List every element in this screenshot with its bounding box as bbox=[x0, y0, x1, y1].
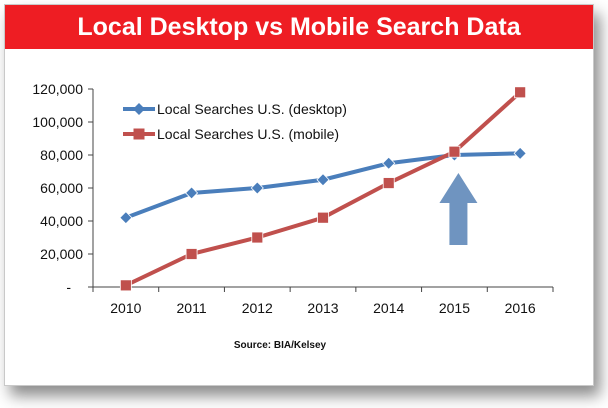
legend-marker-square bbox=[133, 128, 145, 140]
legend-label: Local Searches U.S. (mobile) bbox=[157, 126, 339, 142]
y-tick-label: 40,000 bbox=[40, 213, 83, 229]
y-tick-label: 20,000 bbox=[40, 246, 83, 262]
chart-title: Local Desktop vs Mobile Search Data bbox=[5, 5, 593, 49]
data-point-square bbox=[185, 248, 198, 260]
data-point-diamond bbox=[382, 156, 396, 170]
data-point-square bbox=[119, 279, 132, 292]
legend: Local Searches U.S. (desktop) Local Searc… bbox=[123, 101, 347, 142]
axes: - 20,000 40,000 60,000 80,000 100,000 120,000 2… bbox=[32, 81, 554, 316]
y-tick-label: 120,000 bbox=[32, 81, 83, 97]
y-tick-label: 100,000 bbox=[32, 114, 83, 130]
arrow-layer bbox=[439, 173, 478, 245]
data-point-diamond bbox=[250, 181, 264, 195]
x-tick-label: 2010 bbox=[110, 300, 141, 316]
y-tick-label: 60,000 bbox=[40, 180, 83, 196]
data-point-diamond bbox=[185, 186, 199, 200]
y-tick-label: 80,000 bbox=[40, 147, 83, 163]
data-point-square bbox=[251, 231, 264, 244]
source-label: Source: BIA/Kelsey bbox=[234, 340, 327, 351]
x-tick-label: 2016 bbox=[505, 300, 536, 316]
series-layer bbox=[119, 86, 527, 292]
x-tick-label: 2012 bbox=[242, 300, 273, 316]
y-tick-label: - bbox=[66, 279, 71, 295]
chart-card: Local Desktop vs Mobile Search Data - 20,… bbox=[4, 4, 594, 386]
data-point-diamond bbox=[316, 173, 330, 187]
x-tick-label: 2014 bbox=[373, 300, 404, 316]
data-point-diamond bbox=[119, 211, 133, 225]
data-point-square bbox=[448, 145, 461, 158]
x-tick-label: 2015 bbox=[439, 300, 470, 316]
data-point-diamond bbox=[513, 146, 527, 160]
x-tick-label: 2011 bbox=[177, 300, 207, 316]
line-chart: - 20,000 40,000 60,000 80,000 100,000 120,000 2… bbox=[32, 81, 554, 351]
data-point-square bbox=[382, 177, 395, 189]
data-point-square bbox=[317, 211, 329, 224]
legend-label: Local Searches U.S. (desktop) bbox=[157, 101, 347, 117]
data-point-square bbox=[514, 86, 527, 99]
x-tick-label: 2013 bbox=[307, 300, 338, 316]
legend-marker-diamond bbox=[133, 103, 145, 115]
up-arrow-icon bbox=[439, 173, 478, 245]
